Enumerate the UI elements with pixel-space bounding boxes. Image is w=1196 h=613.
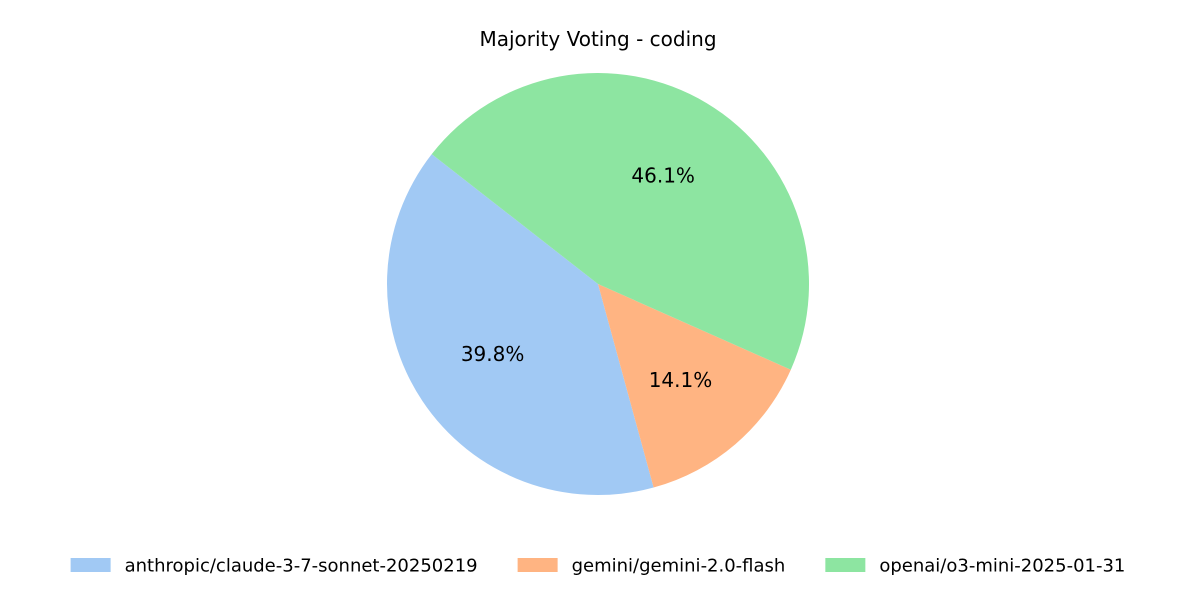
legend-swatch-2 (825, 558, 866, 572)
pie-percent-label-0: 39.8% (461, 342, 525, 366)
legend-label-0: anthropic/claude-3-7-sonnet-20250219 (125, 556, 478, 577)
pie-percent-label-2: 46.1% (631, 163, 695, 187)
pie-slice-0 (387, 154, 654, 495)
legend-item-2: openai/o3-mini-2025-01-31 (825, 556, 1125, 577)
legend-item-0: anthropic/claude-3-7-sonnet-20250219 (70, 556, 478, 577)
legend: anthropic/claude-3-7-sonnet-20250219 gemi… (70, 556, 1125, 577)
legend-label-1: gemini/gemini-2.0-flash (572, 556, 786, 577)
legend-label-2: openai/o3-mini-2025-01-31 (879, 556, 1125, 577)
legend-item-1: gemini/gemini-2.0-flash (517, 556, 786, 577)
pie-slice-2 (431, 73, 810, 370)
pie-percent-label-1: 14.1% (649, 368, 713, 392)
legend-swatch-1 (517, 558, 558, 572)
legend-swatch-0 (70, 558, 111, 572)
pie-slices (387, 73, 810, 495)
pie-slice-1 (598, 284, 791, 488)
chart-title: Majority Voting - coding (479, 27, 716, 51)
pie-percent-labels: 39.8% 14.1% 46.1% (461, 163, 712, 392)
